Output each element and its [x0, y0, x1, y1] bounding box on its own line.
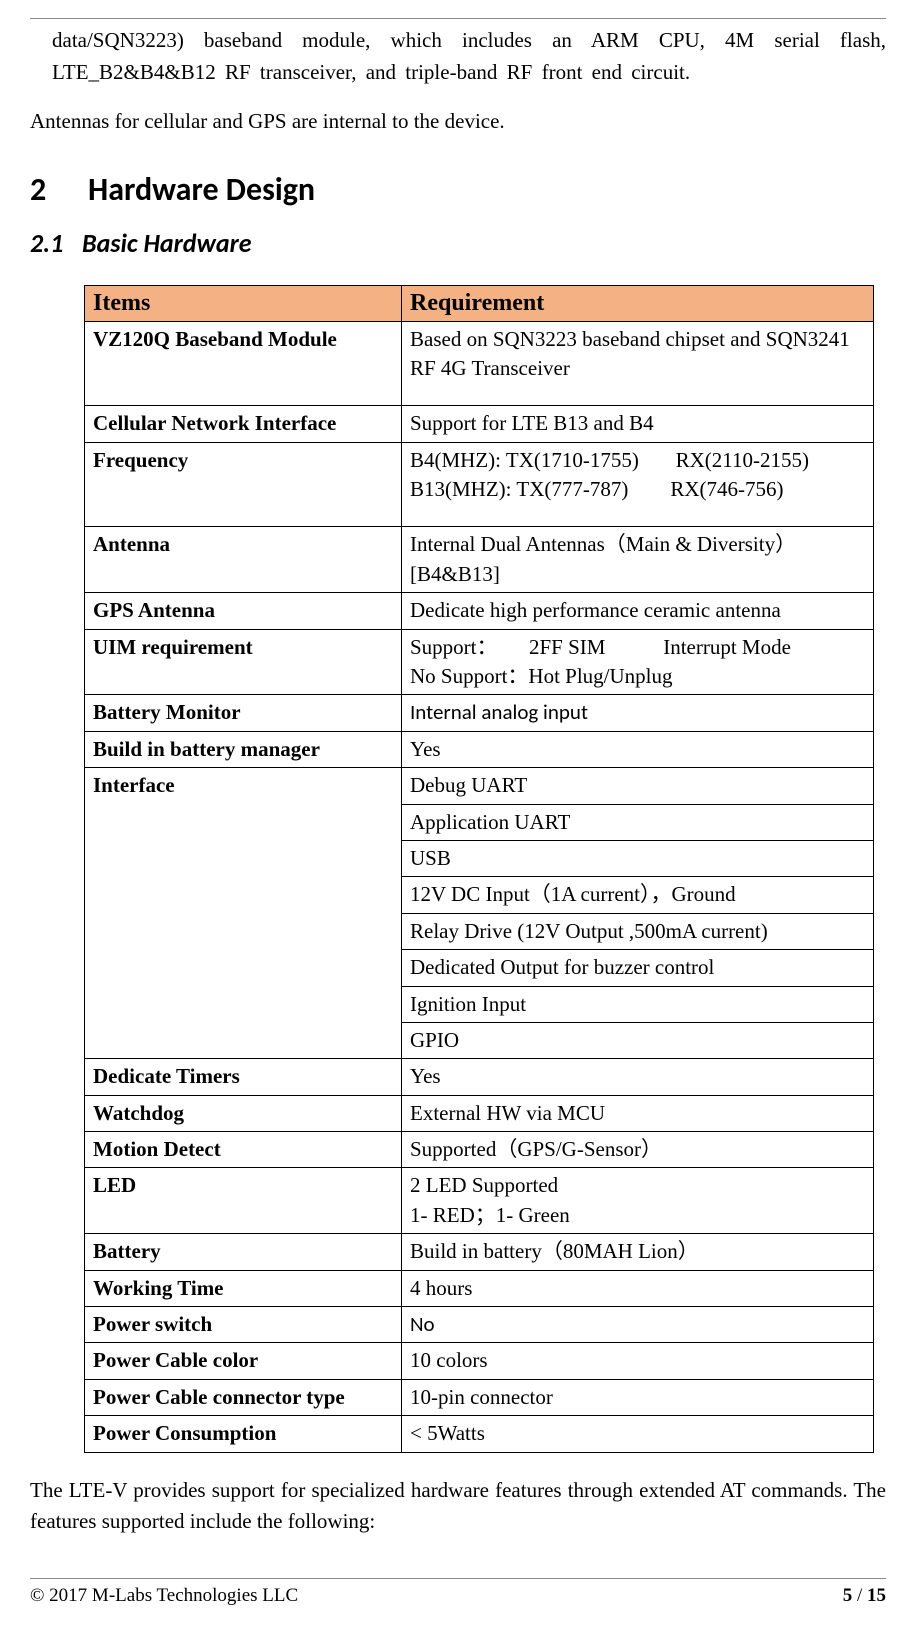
spec-item: Working Time: [85, 1270, 402, 1306]
hardware-spec-table: Items Requirement VZ120Q Baseband Module…: [84, 285, 874, 1453]
spec-requirement: Internal analog input: [402, 695, 874, 731]
table-row: Dedicate TimersYes: [85, 1059, 874, 1095]
table-row: Cellular Network InterfaceSupport for LT…: [85, 406, 874, 442]
table-row: Battery MonitorInternal analog input: [85, 695, 874, 731]
spec-requirement: Support： 2FF SIM Interrupt Mode No Suppo…: [402, 629, 874, 695]
spec-requirement: Application UART: [402, 804, 874, 840]
spec-requirement: Ignition Input: [402, 986, 874, 1022]
spec-item: Cellular Network Interface: [85, 406, 402, 442]
table-row: WatchdogExternal HW via MCU: [85, 1095, 874, 1131]
spec-item: Frequency: [85, 442, 402, 527]
subsection-title: Basic Hardware: [82, 227, 252, 259]
table-row: InterfaceDebug UART: [85, 768, 874, 804]
spec-requirement: No: [402, 1307, 874, 1343]
section-heading: 2Hardware Design: [30, 170, 886, 209]
page-total: 15: [867, 1585, 886, 1606]
table-row: FrequencyB4(MHZ): TX(1710-1755) RX(2110-…: [85, 442, 874, 527]
section-number: 2: [30, 170, 88, 209]
spec-item: Watchdog: [85, 1095, 402, 1131]
spec-item: Power Cable color: [85, 1343, 402, 1379]
table-row: GPS AntennaDedicate high performance cer…: [85, 593, 874, 629]
spec-item: Interface: [85, 768, 402, 1059]
spec-requirement: GPIO: [402, 1022, 874, 1058]
spec-requirement: < 5Watts: [402, 1416, 874, 1452]
spec-requirement: Build in battery（80MAH Lion）: [402, 1234, 874, 1270]
table-row: VZ120Q Baseband ModuleBased on SQN3223 b…: [85, 321, 874, 406]
table-row: LED2 LED Supported 1- RED；1- Green: [85, 1168, 874, 1234]
spec-item: Battery Monitor: [85, 695, 402, 731]
spec-requirement: Debug UART: [402, 768, 874, 804]
outro-paragraph: The LTE-V provides support for specializ…: [30, 1475, 886, 1538]
spec-item: UIM requirement: [85, 629, 402, 695]
spec-requirement: Yes: [402, 1059, 874, 1095]
spec-requirement: Yes: [402, 731, 874, 767]
spec-item: Antenna: [85, 527, 402, 593]
table-row: Power Cable color10 colors: [85, 1343, 874, 1379]
table-row: BatteryBuild in battery（80MAH Lion）: [85, 1234, 874, 1270]
spec-requirement: 12V DC Input（1A current），Ground: [402, 877, 874, 913]
subsection-heading: 2.1Basic Hardware: [30, 227, 886, 259]
table-row: Power switchNo: [85, 1307, 874, 1343]
spec-item: Power Consumption: [85, 1416, 402, 1452]
page-current: 5: [843, 1585, 853, 1606]
top-rule: [30, 18, 886, 19]
spec-item: VZ120Q Baseband Module: [85, 321, 402, 406]
spec-requirement: Internal Dual Antennas（Main & Diversity）…: [402, 527, 874, 593]
intro-paragraph-2: Antennas for cellular and GPS are intern…: [30, 106, 886, 138]
page-footer: © 2017 M-Labs Technologies LLC 5 / 15: [30, 1578, 886, 1607]
table-row: UIM requirementSupport： 2FF SIM Interrup…: [85, 629, 874, 695]
page-sep: /: [852, 1585, 867, 1606]
header-items: Items: [85, 285, 402, 321]
table-row: Power Consumption< 5Watts: [85, 1416, 874, 1452]
table-row: Build in battery managerYes: [85, 731, 874, 767]
spec-requirement: Based on SQN3223 baseband chipset and SQ…: [402, 321, 874, 406]
subsection-number: 2.1: [30, 227, 82, 259]
spec-requirement: B4(MHZ): TX(1710-1755) RX(2110-2155) B13…: [402, 442, 874, 527]
spec-requirement: 10-pin connector: [402, 1379, 874, 1415]
spec-requirement: 2 LED Supported 1- RED；1- Green: [402, 1168, 874, 1234]
spec-requirement: Dedicated Output for buzzer control: [402, 950, 874, 986]
spec-item: Power Cable connector type: [85, 1379, 402, 1415]
spec-item: Dedicate Timers: [85, 1059, 402, 1095]
spec-requirement: USB: [402, 840, 874, 876]
spec-requirement: Dedicate high performance ceramic antenn…: [402, 593, 874, 629]
table-row: Motion DetectSupported（GPS/G-Sensor）: [85, 1132, 874, 1168]
page-number: 5 / 15: [843, 1585, 886, 1607]
table-row: Working Time4 hours: [85, 1270, 874, 1306]
spec-item: LED: [85, 1168, 402, 1234]
spec-requirement: Supported（GPS/G-Sensor）: [402, 1132, 874, 1168]
section-title: Hardware Design: [88, 170, 315, 209]
page: data/SQN3223) baseband module, which inc…: [0, 0, 916, 1627]
spec-requirement: 4 hours: [402, 1270, 874, 1306]
spec-item: GPS Antenna: [85, 593, 402, 629]
table-row: AntennaInternal Dual Antennas（Main & Div…: [85, 527, 874, 593]
table-row: Power Cable connector type10-pin connect…: [85, 1379, 874, 1415]
spec-requirement: External HW via MCU: [402, 1095, 874, 1131]
spec-item: Battery: [85, 1234, 402, 1270]
spec-requirement: Support for LTE B13 and B4: [402, 406, 874, 442]
spec-item: Build in battery manager: [85, 731, 402, 767]
table-header-row: Items Requirement: [85, 285, 874, 321]
spec-requirement: 10 colors: [402, 1343, 874, 1379]
copyright: © 2017 M-Labs Technologies LLC: [30, 1585, 298, 1607]
intro-paragraph-1: data/SQN3223) baseband module, which inc…: [52, 25, 886, 88]
spec-item: Power switch: [85, 1307, 402, 1343]
spec-item: Motion Detect: [85, 1132, 402, 1168]
spec-requirement: Relay Drive (12V Output ,500mA current): [402, 913, 874, 949]
header-requirement: Requirement: [402, 285, 874, 321]
